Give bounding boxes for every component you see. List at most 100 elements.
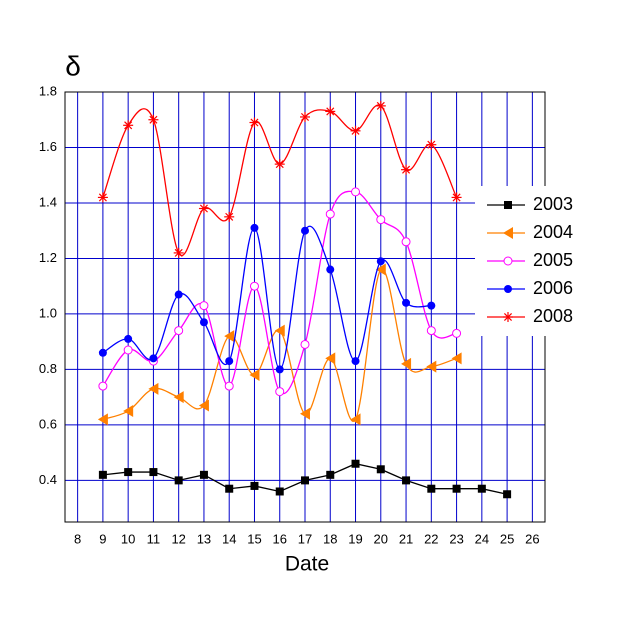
marker [174, 290, 183, 299]
marker-shape [351, 357, 360, 366]
marker [249, 281, 259, 291]
marker [351, 187, 361, 197]
marker-shape [174, 248, 183, 257]
marker-shape [452, 484, 461, 493]
marker-shape [351, 459, 360, 468]
marker [300, 407, 310, 420]
marker [250, 223, 259, 232]
marker-shape [250, 223, 259, 232]
marker [503, 256, 513, 266]
marker [199, 318, 208, 327]
marker [198, 203, 209, 214]
marker [452, 484, 461, 493]
marker-shape [275, 487, 284, 496]
x-tick-label: 15 [247, 531, 261, 546]
marker-shape [97, 413, 108, 426]
marker [426, 139, 437, 150]
x-tick-label: 12 [171, 531, 185, 546]
marker-shape [350, 413, 361, 426]
legend-label: 2003 [533, 194, 573, 214]
marker [274, 159, 285, 170]
series-line [102, 225, 432, 371]
x-tick-label: 16 [273, 531, 287, 546]
marker-shape [98, 348, 107, 357]
marker-shape [402, 165, 411, 174]
y-tick-label: 0.6 [39, 416, 57, 431]
marker-shape [300, 407, 310, 420]
marker [301, 476, 309, 485]
marker [504, 285, 512, 293]
marker [376, 215, 386, 225]
x-tick-label: 13 [197, 531, 211, 546]
series-line [102, 104, 458, 257]
y-tick-label: 1.0 [39, 305, 57, 320]
marker [275, 365, 284, 374]
marker-shape [224, 381, 234, 391]
marker [123, 345, 133, 355]
marker [351, 357, 360, 366]
x-tick-label: 19 [348, 531, 362, 546]
marker-shape [199, 318, 208, 327]
marker-shape [149, 468, 158, 477]
marker [504, 201, 512, 209]
marker [97, 413, 108, 426]
marker-shape [477, 484, 486, 493]
marker-shape [351, 126, 360, 135]
marker-shape [274, 324, 285, 337]
marker [300, 339, 310, 349]
x-tick-label: 10 [121, 531, 135, 546]
marker [376, 257, 385, 266]
marker-shape [275, 160, 284, 169]
marker [123, 405, 134, 418]
y-tick-label: 1.4 [39, 194, 57, 209]
marker-shape [98, 193, 107, 202]
marker [300, 111, 310, 122]
marker-shape [149, 115, 158, 124]
marker [503, 312, 513, 322]
marker [402, 298, 411, 307]
marker [477, 484, 486, 493]
x-tick-label: 24 [475, 531, 489, 546]
marker [173, 391, 184, 404]
y-tick-label: 0.4 [39, 472, 57, 487]
marker [124, 334, 133, 343]
marker [98, 381, 108, 391]
marker [451, 192, 462, 203]
x-tick-label: 14 [222, 531, 236, 546]
marker [401, 164, 412, 175]
marker [199, 470, 208, 479]
marker [350, 413, 361, 426]
marker-shape [275, 365, 284, 374]
x-tick-label: 25 [500, 531, 514, 546]
marker [224, 211, 235, 222]
marker-shape [503, 490, 512, 499]
marker [98, 348, 107, 357]
marker-shape [98, 470, 107, 479]
marker-shape [98, 381, 108, 391]
marker [174, 476, 183, 485]
marker-shape [301, 226, 309, 235]
marker [503, 490, 512, 499]
marker [401, 357, 412, 370]
marker [301, 226, 309, 235]
marker-shape [225, 484, 234, 493]
marker-shape [174, 476, 183, 485]
marker-shape [123, 345, 133, 355]
x-tick-label: 11 [147, 531, 161, 546]
marker [376, 465, 385, 474]
marker [426, 360, 437, 373]
marker-shape [452, 328, 462, 338]
marker-shape [224, 330, 235, 343]
x-tick-label: 17 [298, 531, 312, 546]
marker-shape [427, 484, 436, 493]
marker-shape [375, 263, 386, 276]
marker [249, 368, 260, 381]
marker-shape [503, 312, 513, 322]
marker-shape [174, 326, 184, 336]
marker-shape [326, 470, 335, 479]
marker [224, 381, 234, 391]
marker-shape [199, 301, 209, 311]
marker [325, 106, 336, 117]
marker [275, 487, 284, 496]
marker-shape [401, 237, 411, 247]
